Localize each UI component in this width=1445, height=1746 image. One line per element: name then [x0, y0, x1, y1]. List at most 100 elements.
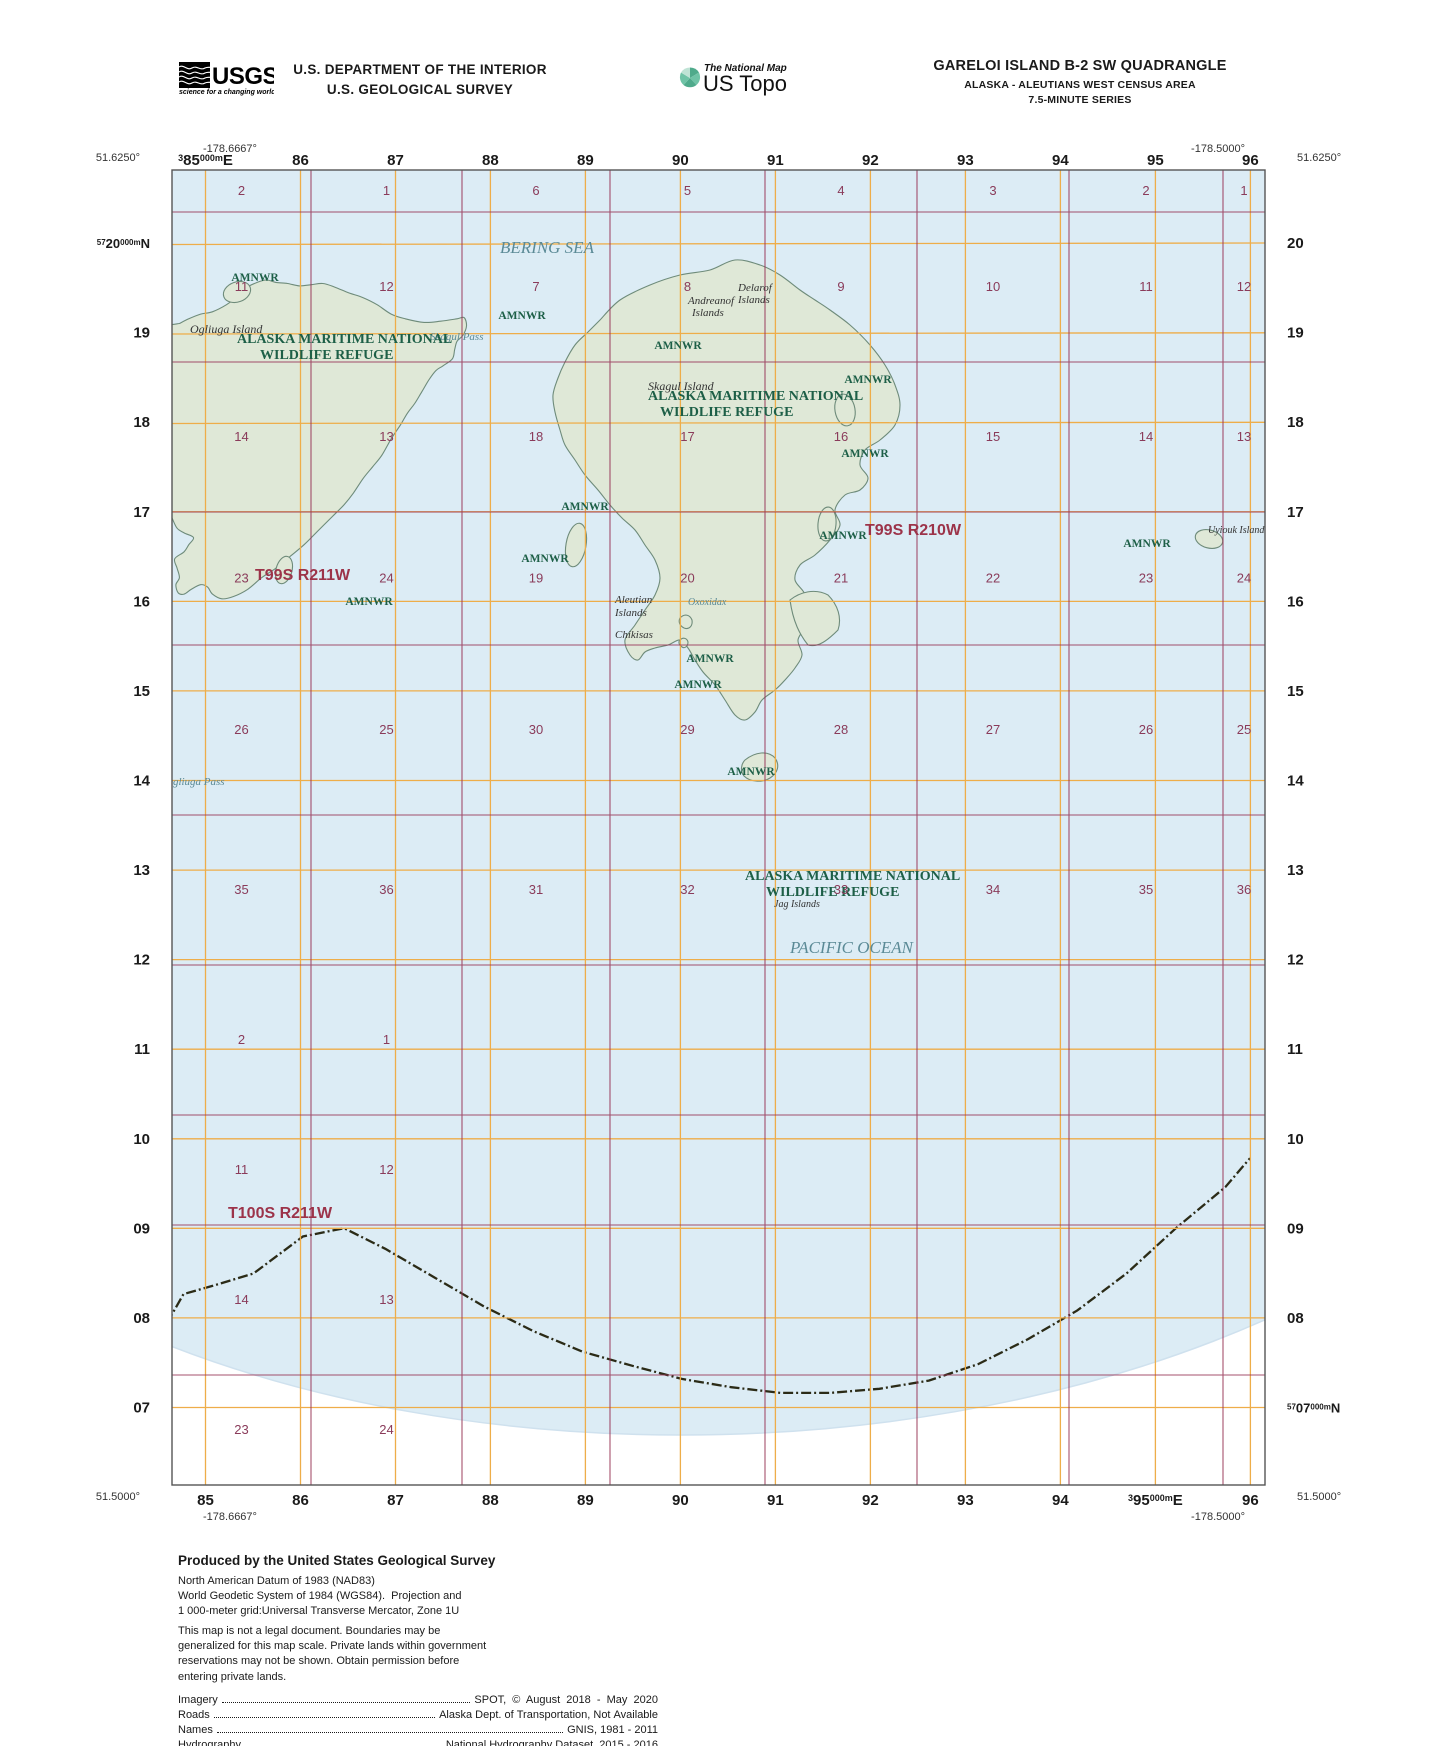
svg-text:95: 95: [1147, 152, 1164, 169]
svg-text:Delarof: Delarof: [737, 282, 774, 294]
svg-text:88: 88: [482, 152, 499, 169]
svg-text:11: 11: [1287, 1041, 1303, 1058]
svg-text:10: 10: [1287, 1131, 1304, 1148]
svg-text:18: 18: [133, 414, 150, 431]
svg-text:Ogliuga Pass: Ogliuga Pass: [165, 776, 225, 788]
svg-text:89: 89: [577, 152, 594, 169]
svg-text:T99S R210W: T99S R210W: [865, 522, 962, 539]
svg-text:12: 12: [133, 952, 150, 969]
svg-text:08: 08: [133, 1310, 150, 1327]
svg-text:20: 20: [1287, 235, 1304, 252]
svg-text:87: 87: [387, 1492, 404, 1509]
svg-text:24: 24: [379, 1422, 393, 1437]
svg-text:14: 14: [1139, 429, 1153, 444]
svg-text:19: 19: [1287, 325, 1304, 342]
svg-text:16: 16: [133, 593, 150, 610]
svg-text:33: 33: [834, 882, 848, 897]
svg-text:15: 15: [1287, 683, 1304, 700]
svg-text:WILDLIFE REFUGE: WILDLIFE REFUGE: [766, 885, 899, 900]
svg-text:11: 11: [134, 1041, 150, 1058]
svg-text:18: 18: [1287, 414, 1304, 431]
svg-text:13: 13: [1287, 862, 1304, 879]
svg-text:93: 93: [957, 152, 974, 169]
svg-text:PACIFIC OCEAN: PACIFIC OCEAN: [789, 938, 915, 957]
svg-text:1: 1: [383, 1032, 390, 1047]
svg-text:-178.5000°: -178.5000°: [1191, 143, 1245, 155]
svg-text:16: 16: [834, 429, 848, 444]
svg-text:AMNWR: AMNWR: [674, 679, 722, 691]
svg-text:17: 17: [1287, 504, 1304, 521]
svg-text:89: 89: [577, 1492, 594, 1509]
svg-text:5: 5: [684, 183, 691, 198]
svg-text:22: 22: [986, 571, 1000, 586]
svg-text:1: 1: [1240, 183, 1247, 198]
svg-text:09: 09: [1287, 1220, 1304, 1237]
svg-text:21: 21: [834, 571, 848, 586]
svg-text:51.5000°: 51.5000°: [1297, 1491, 1341, 1503]
svg-text:29: 29: [680, 722, 694, 737]
svg-text:10: 10: [986, 279, 1000, 294]
svg-text:09: 09: [133, 1220, 150, 1237]
svg-text:13: 13: [133, 862, 150, 879]
svg-text:28: 28: [834, 722, 848, 737]
svg-text:30: 30: [529, 722, 543, 737]
svg-text:Islands: Islands: [737, 294, 770, 306]
svg-text:13: 13: [379, 429, 393, 444]
svg-text:ALASKA MARITIME NATIONAL: ALASKA MARITIME NATIONAL: [237, 332, 452, 347]
svg-text:Islands: Islands: [691, 307, 724, 319]
svg-text:86: 86: [292, 152, 309, 169]
svg-text:18: 18: [529, 429, 543, 444]
svg-text:86: 86: [292, 1492, 309, 1509]
svg-text:T100S R211W: T100S R211W: [228, 1205, 333, 1222]
svg-text:AMNWR: AMNWR: [727, 766, 775, 778]
svg-text:91: 91: [767, 152, 784, 169]
svg-text:14: 14: [234, 429, 248, 444]
svg-text:32: 32: [680, 882, 694, 897]
svg-text:24: 24: [1237, 571, 1251, 586]
svg-text:6: 6: [532, 183, 539, 198]
svg-text:23: 23: [234, 571, 248, 586]
svg-text:10: 10: [133, 1131, 150, 1148]
svg-text:2: 2: [238, 1032, 245, 1047]
svg-text:51.5000°: 51.5000°: [96, 1491, 140, 1503]
svg-text:T99S R211W: T99S R211W: [255, 567, 351, 584]
svg-text:Andreanof: Andreanof: [687, 295, 736, 307]
svg-text:90: 90: [672, 152, 689, 169]
svg-text:AMNWR: AMNWR: [345, 596, 393, 608]
svg-text:16: 16: [1287, 593, 1304, 610]
svg-text:36: 36: [379, 882, 393, 897]
svg-text:87: 87: [387, 152, 404, 169]
svg-text:27: 27: [986, 722, 1000, 737]
svg-text:51.6250°: 51.6250°: [96, 152, 140, 164]
svg-text:94: 94: [1052, 1492, 1069, 1509]
svg-text:96: 96: [1242, 1492, 1259, 1509]
svg-text:15: 15: [986, 429, 1000, 444]
svg-text:12: 12: [1287, 952, 1304, 969]
svg-text:BERING SEA: BERING SEA: [500, 238, 595, 257]
svg-text:5707000mN: 5707000mN: [1287, 1401, 1340, 1416]
svg-text:17: 17: [680, 429, 694, 444]
svg-text:11: 11: [235, 279, 249, 294]
svg-text:19: 19: [133, 325, 150, 342]
svg-text:36: 36: [1237, 882, 1251, 897]
svg-text:AMNWR: AMNWR: [521, 553, 569, 565]
svg-text:-178.6667°: -178.6667°: [203, 1511, 257, 1523]
svg-text:AMNWR: AMNWR: [1123, 538, 1171, 550]
svg-text:12: 12: [1237, 279, 1251, 294]
svg-text:25: 25: [379, 722, 393, 737]
svg-text:-178.6667°: -178.6667°: [203, 143, 257, 155]
svg-text:Jag Islands: Jag Islands: [774, 899, 820, 910]
svg-text:35: 35: [234, 882, 248, 897]
svg-text:ALASKA MARITIME NATIONAL: ALASKA MARITIME NATIONAL: [745, 869, 960, 884]
svg-text:88: 88: [482, 1492, 499, 1509]
svg-text:92: 92: [862, 152, 879, 169]
svg-text:11: 11: [1139, 279, 1153, 294]
svg-text:19: 19: [529, 571, 543, 586]
svg-text:AMNWR: AMNWR: [561, 501, 609, 513]
svg-text:14: 14: [234, 1292, 248, 1307]
svg-text:26: 26: [1139, 722, 1153, 737]
svg-text:1: 1: [383, 183, 390, 198]
svg-text:23: 23: [1139, 571, 1153, 586]
svg-text:13: 13: [1237, 429, 1251, 444]
svg-text:Oxoxidax: Oxoxidax: [688, 597, 727, 608]
